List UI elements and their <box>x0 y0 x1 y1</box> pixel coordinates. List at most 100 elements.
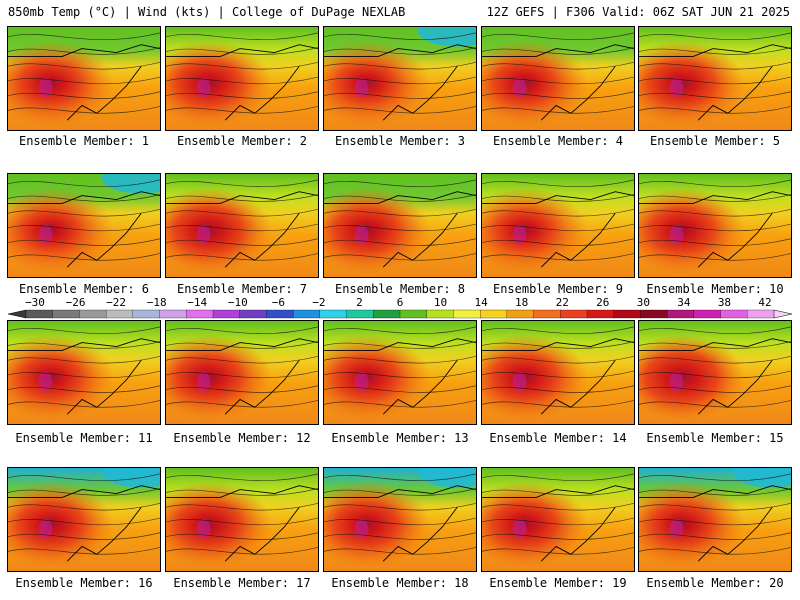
colorbar-swatch <box>747 309 775 319</box>
colorbar-swatch <box>720 309 748 319</box>
ensemble-map-panel[interactable] <box>323 26 477 131</box>
temperature-map <box>482 321 634 424</box>
colorbar-tick-label: −26 <box>65 296 86 309</box>
colorbar-swatch <box>212 309 241 319</box>
temperature-map <box>166 321 318 424</box>
temperature-map <box>639 468 791 571</box>
ensemble-member-caption: Ensemble Member: 5 <box>649 134 781 148</box>
ensemble-member-caption: Ensemble Member: 13 <box>331 431 469 445</box>
ensemble-map-panel[interactable] <box>638 320 792 425</box>
colorbar-tick-label: 6 <box>396 296 404 309</box>
colorbar-swatch <box>79 309 107 319</box>
colorbar-swatch <box>319 309 348 319</box>
ensemble-member-caption: Ensemble Member: 9 <box>492 282 624 296</box>
ensemble-member-caption: Ensemble Member: 16 <box>15 576 153 590</box>
colorbar-tick-label: −30 <box>25 296 45 309</box>
ensemble-member-caption: Ensemble Member: 11 <box>15 431 153 445</box>
temperature-map <box>166 468 318 571</box>
colorbar-tick-label: 30 <box>636 296 650 309</box>
temperature-map <box>639 27 791 130</box>
ensemble-map-panel[interactable] <box>638 173 792 278</box>
colorbar-tick-label: 14 <box>474 296 488 309</box>
colorbar-tick-label: 2 <box>356 296 363 309</box>
colorbar-swatch <box>105 309 134 319</box>
colorbar-swatch <box>613 309 641 319</box>
colorbar-swatch <box>453 309 481 319</box>
colorbar-tick-label: −14 <box>187 296 208 309</box>
colorbar-swatch <box>640 309 668 319</box>
ensemble-map-panel[interactable] <box>7 467 161 572</box>
ensemble-map-panel[interactable] <box>165 173 319 278</box>
temperature-map <box>166 174 318 277</box>
temperature-map <box>8 468 160 571</box>
ensemble-map-panel[interactable] <box>165 26 319 131</box>
temperature-map <box>639 321 791 424</box>
ensemble-member-caption: Ensemble Member: 2 <box>176 134 308 148</box>
ensemble-map-panel[interactable] <box>638 26 792 131</box>
ensemble-map-panel[interactable] <box>7 26 161 131</box>
colorbar-swatch <box>292 309 321 319</box>
colorbar-swatch <box>25 309 54 319</box>
colorbar-tick-label: 38 <box>717 296 732 309</box>
colorbar-tick-label: 42 <box>758 296 772 309</box>
ensemble-member-caption: Ensemble Member: 4 <box>492 134 624 148</box>
colorbar-tick-label: 10 <box>433 296 448 309</box>
ensemble-map-panel[interactable] <box>165 467 319 572</box>
ensemble-map-panel[interactable] <box>481 320 635 425</box>
ensemble-member-caption: Ensemble Member: 18 <box>331 576 469 590</box>
temperature-map <box>324 321 476 424</box>
colorbar-tick-label: −18 <box>146 296 167 309</box>
colorbar-tick-label: 18 <box>515 296 529 309</box>
temperature-map <box>324 468 476 571</box>
ensemble-map-panel[interactable] <box>481 26 635 131</box>
ensemble-member-caption: Ensemble Member: 7 <box>176 282 308 296</box>
colorbar-swatch <box>132 309 161 319</box>
ensemble-map-panel[interactable] <box>481 467 635 572</box>
ensemble-map-panel[interactable] <box>165 320 319 425</box>
ensemble-member-caption: Ensemble Member: 6 <box>18 282 150 296</box>
colorbar-swatch <box>159 309 187 319</box>
temperature-map <box>8 27 160 130</box>
colorbar-tick-label: −22 <box>106 296 127 309</box>
colorbar-tick-label: 34 <box>677 296 691 309</box>
ensemble-map-panel[interactable] <box>7 173 161 278</box>
ensemble-map-panel[interactable] <box>323 173 477 278</box>
colorbar-swatch <box>239 309 267 319</box>
ensemble-member-caption: Ensemble Member: 8 <box>334 282 466 296</box>
temperature-map <box>166 27 318 130</box>
ensemble-member-caption: Ensemble Member: 3 <box>334 134 466 148</box>
colorbar-swatch <box>666 309 695 319</box>
ensemble-member-caption: Ensemble Member: 10 <box>646 282 784 296</box>
temperature-map <box>482 174 634 277</box>
temperature-map <box>482 468 634 571</box>
ensemble-member-caption: Ensemble Member: 15 <box>646 431 784 445</box>
temperature-map <box>8 174 160 277</box>
ensemble-map-panel[interactable] <box>7 320 161 425</box>
colorbar-swatch <box>52 309 80 319</box>
temperature-map <box>324 174 476 277</box>
ensemble-member-caption: Ensemble Member: 14 <box>489 431 627 445</box>
temperature-map <box>324 27 476 130</box>
ensemble-member-caption: Ensemble Member: 19 <box>489 576 627 590</box>
colorbar-swatch <box>426 309 454 319</box>
colorbar-tick-label: −6 <box>271 296 285 309</box>
header-title: 850mb Temp (°C) | Wind (kts) | College o… <box>8 5 406 19</box>
ensemble-map-panel[interactable] <box>323 320 477 425</box>
colorbar-swatch <box>533 309 561 319</box>
colorbar-swatch <box>266 309 294 319</box>
temperature-map <box>482 27 634 130</box>
header-run-info: 12Z GEFS | F306 Valid: 06Z SAT JUN 21 20… <box>486 5 790 19</box>
colorbar-swatch <box>506 309 535 319</box>
colorbar-swatch <box>479 309 508 319</box>
colorbar-tick-label: 22 <box>555 296 569 309</box>
ensemble-member-caption: Ensemble Member: 12 <box>173 431 311 445</box>
ensemble-map-panel[interactable] <box>323 467 477 572</box>
ensemble-member-caption: Ensemble Member: 1 <box>18 134 150 148</box>
ensemble-map-panel[interactable] <box>481 173 635 278</box>
ensemble-member-caption: Ensemble Member: 17 <box>173 576 311 590</box>
colorbar-tick-label: 26 <box>596 296 610 309</box>
colorbar-swatch <box>186 309 214 319</box>
colorbar-tick-label: −2 <box>312 296 326 309</box>
colorbar-swatch <box>346 309 374 319</box>
ensemble-map-panel[interactable] <box>638 467 792 572</box>
